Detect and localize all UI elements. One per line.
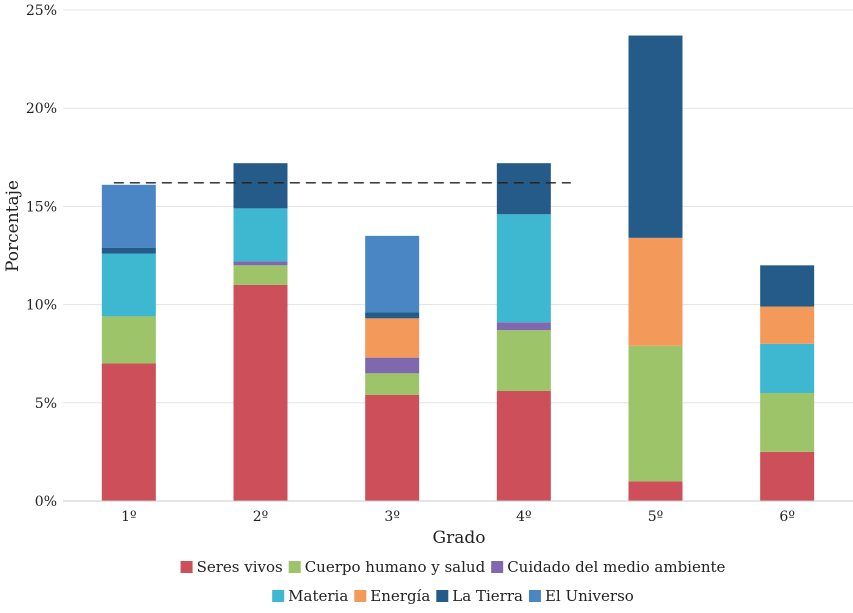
x-axis-title: Grado [433,528,486,548]
bar-segment [101,316,156,364]
bar-segment [365,357,420,374]
bar-segment [365,318,420,358]
bar-segment [233,261,288,266]
gridlines [63,9,853,404]
y-tick-label: 25% [26,3,57,19]
bar-segment [496,322,551,331]
legend-swatch [354,590,367,602]
y-tick-label: 20% [26,101,57,117]
legend-label: El Universo [545,587,634,605]
bar-segment [760,306,815,344]
bar-segment [760,343,815,393]
y-tick-label: 0% [35,494,57,510]
legend-swatch [436,590,449,602]
bar-segment [233,163,288,209]
legend-swatch [180,561,193,573]
legend-swatch [272,590,285,602]
legend-label: Cuerpo humano y salud [305,558,486,576]
legend-swatch [491,561,504,573]
x-tick-label: 4º [516,509,532,525]
bar-segment [628,481,683,501]
y-axis-ticks: 0% 5% 10% 15% 20% 25% [26,3,57,510]
bars [101,35,815,501]
legend: Seres vivos Cuerpo humano y salud Cuidado … [180,558,726,605]
bar-segment [365,373,420,395]
legend-label: Materia [288,587,348,605]
y-tick-label: 10% [26,298,57,314]
x-tick-label: 1º [121,509,137,525]
legend-swatch [528,590,541,602]
y-axis-title: Porcentaje [3,180,23,272]
bar-segment [760,265,815,307]
bar-segment [496,163,551,215]
legend-label: Cuidado del medio ambiente [507,558,725,576]
bar-segment [101,363,156,501]
bar-segment [233,265,288,285]
x-tick-label: 6º [779,509,795,525]
bar-segment [233,208,288,262]
x-tick-label: 2º [253,509,269,525]
bar-segment [365,394,420,501]
legend-label: Seres vivos [197,558,283,576]
y-tick-label: 5% [35,396,57,412]
x-tick-label: 5º [648,509,664,525]
x-tick-label: 3º [384,509,400,525]
bar-segment [760,392,815,452]
bar-segment [496,391,551,501]
bar-segment [628,237,683,346]
bar-segment [101,184,156,248]
bar-segment [628,35,683,238]
legend-swatch [288,561,301,573]
bar-segment [101,247,156,254]
bar-segment [101,253,156,317]
bar-segment [496,214,551,323]
bar-segment [233,284,288,501]
bar-segment [365,312,420,319]
y-tick-label: 15% [26,199,57,215]
bar-segment [365,235,420,313]
bar-segment [760,451,815,501]
legend-label: La Tierra [452,587,523,605]
x-axis-ticks: 1º 2º 3º 4º 5º 6º [121,509,795,525]
bar-segment [496,330,551,392]
legend-label: Energía [370,587,430,605]
bar-segment [628,345,683,482]
